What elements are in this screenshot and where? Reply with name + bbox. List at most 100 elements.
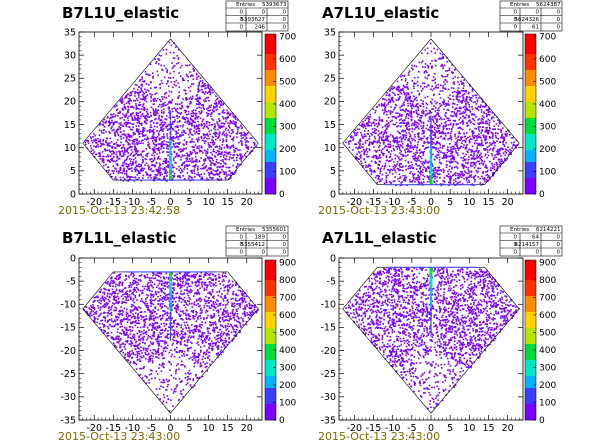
x-tick-label: -10: [125, 197, 141, 208]
stats-cell: 0: [557, 25, 561, 31]
stats-cell: 0: [283, 25, 287, 31]
x-tick-label: 5: [187, 197, 193, 208]
color-scale-segment: [265, 158, 276, 163]
color-scale-segment: [525, 312, 536, 317]
color-scale-segment: [525, 364, 536, 369]
color-scale-segment: [265, 292, 276, 297]
color-scale-segment: [265, 412, 276, 417]
x-tick-label: 0: [428, 197, 434, 208]
hot-spike-cell: [429, 165, 433, 170]
hot-spike-cell: [430, 140, 432, 145]
stats-cell: 0: [514, 25, 518, 31]
color-scale-segment: [265, 364, 276, 369]
color-scale-segment: [525, 146, 536, 151]
color-scale-segment: [525, 34, 536, 39]
x-tick-label: 20: [502, 197, 514, 208]
x-tick-label: 0: [167, 197, 173, 208]
hot-spike-cell: [430, 145, 432, 150]
stats-cell: 0: [240, 17, 244, 23]
y-tick-label: 10: [324, 143, 336, 154]
color-scale-segment: [525, 316, 536, 321]
x-tick-label: -5: [147, 423, 156, 434]
z-tick-label: 500: [279, 77, 296, 87]
y-tick-label: -10: [60, 300, 76, 311]
stats-cell: 0: [240, 10, 244, 16]
color-scale-segment: [525, 296, 536, 301]
stats-cell: 6214157: [515, 242, 540, 248]
z-tick-label: 900: [539, 258, 556, 268]
hot-spike-cell: [169, 296, 172, 302]
color-scale-segment: [525, 304, 536, 309]
color-scale-segment: [265, 66, 276, 71]
color-scale-segment: [265, 110, 276, 115]
color-scale-segment: [525, 268, 536, 273]
x-tick-label: 5: [187, 423, 193, 434]
x-tick-label: 15: [222, 197, 234, 208]
x-tick-label: 0: [167, 423, 173, 434]
z-tick-label: 100: [539, 167, 556, 177]
color-scale-segment: [265, 408, 276, 413]
color-scale-segment: [265, 320, 276, 325]
hot-spike-cell: [430, 322, 432, 327]
y-tick-label: 5: [330, 166, 336, 177]
color-scale-frame: [264, 259, 277, 421]
color-scale-segment: [525, 384, 536, 389]
color-scale-segment: [265, 332, 276, 337]
color-scale-segment: [265, 396, 276, 401]
z-tick-label: 200: [539, 145, 556, 155]
z-tick-label: 0: [539, 190, 545, 200]
x-tick-label: -15: [366, 197, 382, 208]
color-scale-segment: [525, 352, 536, 357]
color-scale-segment: [525, 38, 536, 43]
color-scale-segment: [265, 376, 276, 381]
color-scale-segment: [525, 78, 536, 83]
timestamp: 2015-Oct-13 23:42:58: [58, 204, 180, 217]
y-tick-label: -5: [327, 276, 336, 287]
color-scale-segment: [525, 70, 536, 75]
y-tick-label: -20: [320, 346, 336, 357]
hot-spike-cell: [169, 331, 172, 337]
color-scale-segment: [265, 106, 276, 111]
color-scale-bar: 0 100 200 300 400 500 600 700: [264, 32, 296, 200]
hot-spike-cell: [168, 175, 173, 181]
z-tick-label: 100: [539, 398, 556, 408]
stats-cell: 0: [514, 17, 518, 23]
color-scale-segment: [265, 118, 276, 123]
z-tick-label: 400: [539, 346, 556, 356]
color-scale-segment: [525, 328, 536, 333]
color-scale-segment: [265, 178, 276, 183]
color-scale-segment: [525, 66, 536, 71]
x-tick-label: 15: [222, 423, 234, 434]
color-scale-segment: [525, 46, 536, 51]
color-scale-segment: [525, 332, 536, 337]
y-tick-label: 25: [64, 74, 76, 85]
y-tick-label: -25: [60, 369, 76, 380]
color-scale-segment: [265, 138, 276, 143]
x-tick-label: 10: [463, 423, 475, 434]
color-scale-segment: [265, 340, 276, 345]
color-scale-segment: [525, 336, 536, 341]
hot-spike-cell: [429, 150, 433, 155]
z-tick-label: 500: [279, 328, 296, 338]
stats-cell: 0: [514, 10, 518, 16]
y-tick-label: 25: [324, 74, 336, 85]
color-scale-segment: [525, 288, 536, 293]
hot-spike-cell: [169, 155, 172, 161]
color-scale-segment: [525, 62, 536, 67]
color-scale-segment: [265, 300, 276, 305]
stats-cell: 246: [255, 25, 266, 31]
color-scale-segment: [265, 170, 276, 175]
plot-panel-a7l1u: A7L1U_elastic Entries 5624387 0 0 0 0 56…: [300, 0, 600, 223]
plot-area: -20 -15 -10 -5 0 5 10 15 20-35-30-25-20-15-10-50: [320, 253, 524, 434]
stats-cell: 0: [283, 10, 287, 16]
hot-spike-cell: [429, 272, 433, 277]
stats-cell: 0: [557, 242, 561, 248]
color-scale-segment: [525, 308, 536, 313]
color-scale-segment: [525, 114, 536, 119]
plot-area: -20 -15 -10 -5 0 5 10 15 20 0 5 10 15 20 25 30 35: [324, 27, 524, 208]
density-texture: [83, 271, 260, 412]
z-tick-label: 300: [539, 363, 556, 373]
y-tick-label: -35: [320, 415, 336, 426]
hot-spike-cell: [430, 130, 432, 135]
color-scale-segment: [265, 58, 276, 63]
